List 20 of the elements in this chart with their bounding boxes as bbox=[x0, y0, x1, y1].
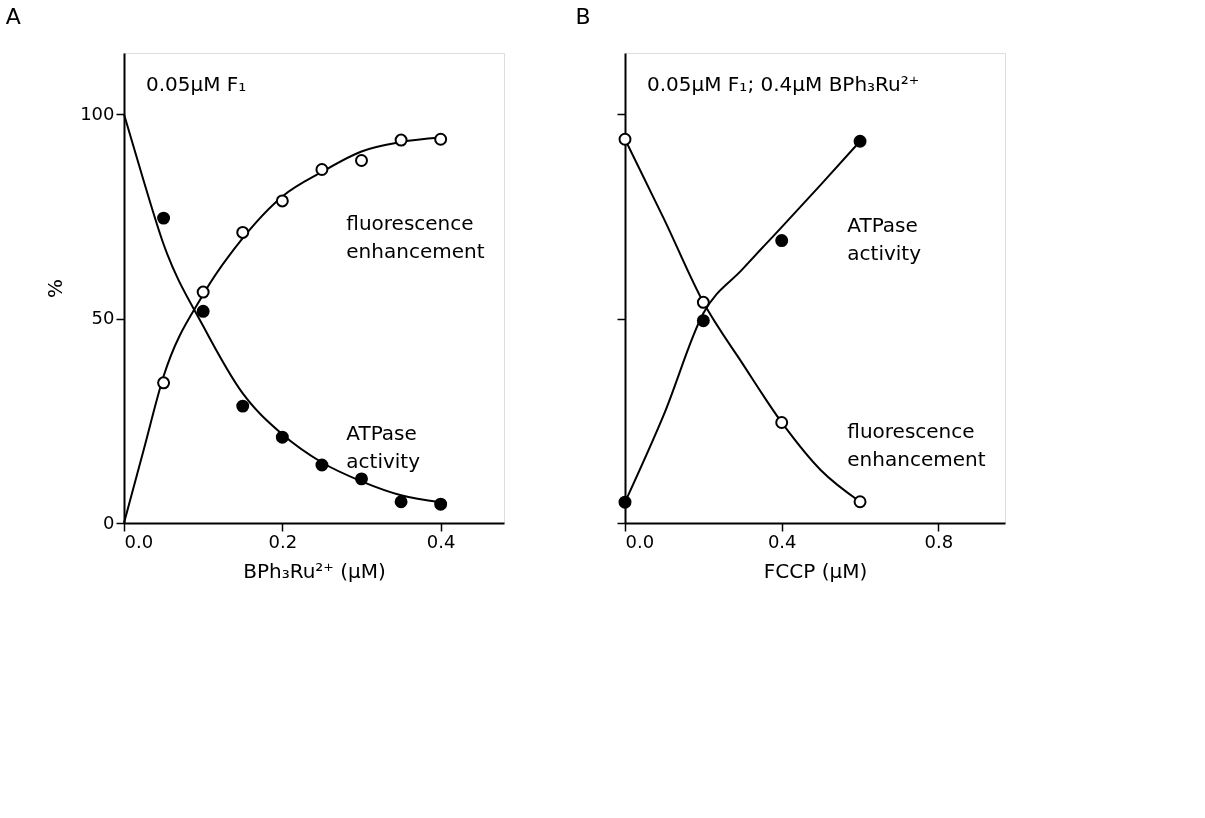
series-label: ATPase activity bbox=[346, 421, 421, 474]
series-label: fluorescence enhancement bbox=[847, 418, 986, 471]
text: fluorescence enhancement bbox=[346, 211, 485, 264]
x-tick-label: 0.0 bbox=[625, 530, 655, 552]
y-tick-label: 50 bbox=[91, 307, 115, 329]
annotation: 0.05μM F₁; 0.4μM BPh₃Ru²⁺ bbox=[647, 72, 920, 96]
x-axis-title: FCCP (μM) bbox=[763, 558, 868, 583]
chart-title: A bbox=[5, 4, 21, 29]
text: ATPase activity bbox=[847, 213, 922, 266]
y-axis-title: % bbox=[43, 278, 68, 299]
chart-title: B bbox=[575, 4, 591, 29]
annotation: 0.05μM F₁ bbox=[146, 72, 247, 96]
x-tick-label: 0.4 bbox=[767, 530, 797, 552]
y-tick-label: 0 bbox=[103, 511, 115, 533]
x-tick-label: 0.0 bbox=[124, 530, 154, 552]
x-tick-label: 0.2 bbox=[268, 530, 298, 552]
x-tick-label: 0.4 bbox=[426, 530, 456, 552]
x-tick-label: 0.8 bbox=[924, 530, 954, 552]
x-axis-title: BPh₃Ru²⁺ (μM) bbox=[243, 558, 386, 583]
y-tick-label: 100 bbox=[80, 102, 115, 124]
